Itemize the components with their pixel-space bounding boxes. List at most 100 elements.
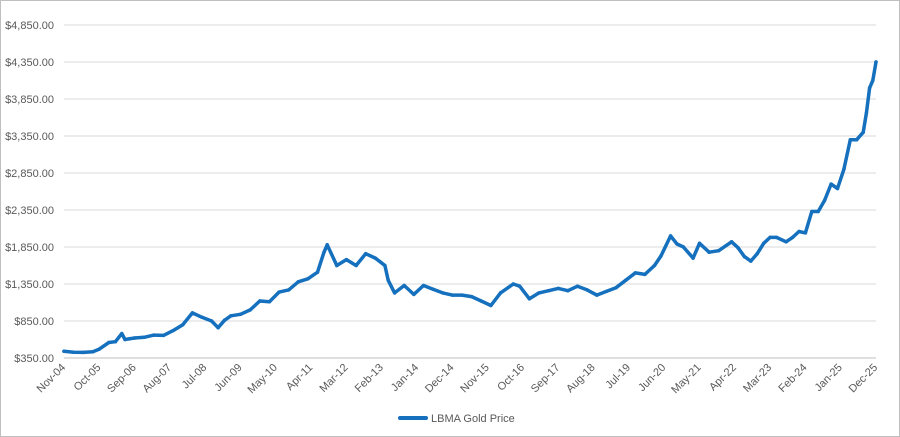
data-point xyxy=(861,130,865,135)
data-point xyxy=(113,339,118,344)
data-point xyxy=(469,294,474,299)
x-tick-label: Aug-07 xyxy=(141,362,175,396)
data-point xyxy=(864,111,869,115)
data-point xyxy=(71,350,76,354)
x-tick-label: Apr-22 xyxy=(707,362,739,394)
data-point xyxy=(62,349,66,354)
x-tick-label: Jun-20 xyxy=(636,362,668,394)
y-tick-label: $2,850.00 xyxy=(5,168,54,180)
data-point xyxy=(81,350,86,355)
data-point xyxy=(142,335,146,340)
x-tick-label: Jun-09 xyxy=(212,362,244,394)
data-point xyxy=(91,349,95,354)
data-point xyxy=(421,283,426,288)
y-tick-label: $850.00 xyxy=(14,316,54,328)
data-point xyxy=(161,333,166,338)
data-point xyxy=(575,284,580,288)
data-point xyxy=(306,277,310,281)
data-point xyxy=(373,256,378,260)
data-point xyxy=(871,78,875,83)
y-axis-ticks: $350.00 $850.00 $1,350.00 $1,850.00 $2,350.0… xyxy=(5,20,54,365)
data-point xyxy=(784,240,788,244)
x-tick-label: Mar-12 xyxy=(317,362,350,395)
data-point xyxy=(267,300,272,304)
data-point xyxy=(652,263,657,268)
data-point xyxy=(643,272,647,277)
data-point xyxy=(842,167,846,172)
data-point xyxy=(668,234,673,238)
data-point xyxy=(277,290,281,294)
data-point xyxy=(181,322,185,327)
data-point xyxy=(659,254,663,258)
data-point xyxy=(829,182,833,186)
data-point xyxy=(822,198,827,203)
y-tick-label: $1,350.00 xyxy=(5,279,54,291)
data-point xyxy=(325,243,329,247)
data-point xyxy=(489,303,493,308)
data-point xyxy=(816,209,820,214)
y-tick-label: $4,850.00 xyxy=(5,20,54,32)
x-tick-label: Aug-18 xyxy=(564,362,598,396)
data-point xyxy=(835,186,840,191)
data-point xyxy=(258,299,262,303)
y-tick-label: $4,350.00 xyxy=(5,57,54,69)
data-point xyxy=(209,319,214,323)
data-point xyxy=(97,347,102,351)
series-line xyxy=(62,60,878,355)
data-point xyxy=(344,257,349,262)
y-tick-label: $3,350.00 xyxy=(5,131,54,143)
x-tick-label: Jul-08 xyxy=(180,362,210,392)
x-tick-label: Sep-06 xyxy=(105,362,139,396)
x-tick-label: Nov-04 xyxy=(35,362,69,396)
data-point xyxy=(363,251,368,256)
data-point xyxy=(107,340,111,345)
data-point xyxy=(216,325,220,330)
data-point xyxy=(546,288,551,293)
series-layer xyxy=(62,60,878,355)
data-point xyxy=(595,293,599,297)
data-point xyxy=(386,278,390,283)
data-point xyxy=(431,287,435,291)
data-point xyxy=(768,235,772,240)
data-point xyxy=(498,291,503,295)
data-point xyxy=(633,271,638,275)
data-point xyxy=(450,293,455,297)
data-point xyxy=(537,291,541,295)
data-point xyxy=(132,336,137,340)
data-point xyxy=(854,137,859,142)
data-point xyxy=(623,278,628,283)
data-point xyxy=(755,251,759,256)
data-point xyxy=(354,263,358,268)
x-tick-label: Jan-14 xyxy=(389,362,421,394)
data-point xyxy=(566,288,570,293)
x-tick-label: Jul-19 xyxy=(603,362,633,392)
data-point xyxy=(238,312,243,317)
data-point xyxy=(222,318,227,323)
data-point xyxy=(335,263,339,268)
y-tick-label: $1,850.00 xyxy=(5,242,54,254)
data-point xyxy=(797,229,801,234)
data-point xyxy=(412,292,416,297)
data-point xyxy=(392,291,397,295)
x-tick-label: Mar-23 xyxy=(741,362,774,395)
x-tick-label: Apr-11 xyxy=(284,362,315,393)
data-point xyxy=(697,241,702,246)
data-point xyxy=(691,256,695,260)
x-tick-label: Sep-17 xyxy=(529,362,563,396)
data-point xyxy=(248,308,252,312)
x-tick-label: Feb-24 xyxy=(776,362,809,395)
data-point xyxy=(517,284,522,288)
x-tick-label: Jan-25 xyxy=(813,362,845,394)
data-point xyxy=(874,60,878,64)
data-point xyxy=(200,315,204,320)
data-point xyxy=(315,270,320,274)
data-point xyxy=(761,241,766,246)
data-point xyxy=(707,250,711,254)
data-point xyxy=(790,235,795,240)
x-tick-label: Dec-14 xyxy=(423,362,457,396)
data-point xyxy=(190,311,195,315)
data-point xyxy=(867,86,872,90)
data-point xyxy=(383,263,387,268)
